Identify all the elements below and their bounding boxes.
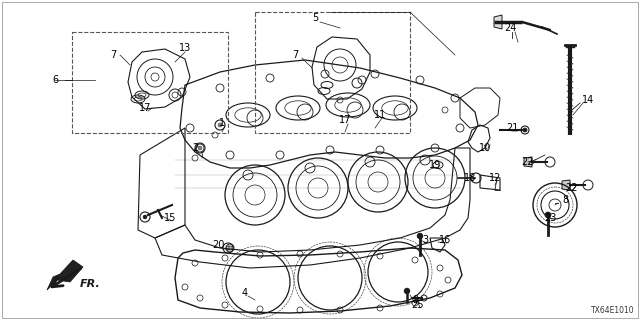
Text: 8: 8 xyxy=(562,195,568,205)
Circle shape xyxy=(143,215,147,219)
Text: 22: 22 xyxy=(566,183,579,193)
Circle shape xyxy=(218,123,222,127)
Text: 24: 24 xyxy=(504,23,516,33)
Text: 13: 13 xyxy=(179,43,191,53)
Polygon shape xyxy=(494,15,502,29)
Text: 5: 5 xyxy=(312,13,318,23)
Text: 18: 18 xyxy=(464,173,476,183)
Circle shape xyxy=(198,146,202,150)
Text: 15: 15 xyxy=(164,213,176,223)
Text: 10: 10 xyxy=(479,143,491,153)
Text: 22: 22 xyxy=(522,157,534,167)
Polygon shape xyxy=(47,260,83,290)
Text: 19: 19 xyxy=(429,160,441,170)
Text: 20: 20 xyxy=(212,240,224,250)
Text: 12: 12 xyxy=(489,173,501,183)
Text: 4: 4 xyxy=(242,288,248,298)
Text: 3: 3 xyxy=(422,235,428,245)
Circle shape xyxy=(545,212,551,218)
Text: TX64E1010: TX64E1010 xyxy=(591,306,635,315)
Text: 11: 11 xyxy=(374,110,386,120)
Text: 17: 17 xyxy=(139,103,151,113)
Text: 6: 6 xyxy=(52,75,58,85)
Text: 17: 17 xyxy=(339,115,351,125)
Text: 23: 23 xyxy=(544,213,556,223)
Polygon shape xyxy=(562,180,570,190)
Text: 7: 7 xyxy=(292,50,298,60)
Text: 14: 14 xyxy=(582,95,594,105)
Circle shape xyxy=(523,128,527,132)
Text: 25: 25 xyxy=(412,300,424,310)
Text: 21: 21 xyxy=(506,123,518,133)
Circle shape xyxy=(404,288,410,294)
Text: 1: 1 xyxy=(219,118,225,128)
Text: 9: 9 xyxy=(412,295,418,305)
Circle shape xyxy=(417,233,423,239)
Text: 2: 2 xyxy=(192,143,198,153)
Text: 16: 16 xyxy=(439,235,451,245)
Text: 7: 7 xyxy=(110,50,116,60)
Polygon shape xyxy=(524,157,532,167)
Text: FR.: FR. xyxy=(80,279,100,289)
